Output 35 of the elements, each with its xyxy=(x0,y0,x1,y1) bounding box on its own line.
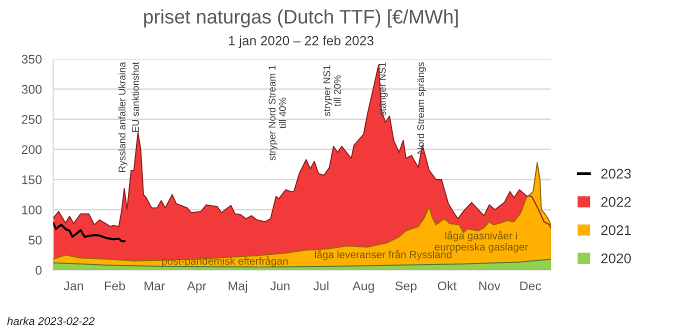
line-series xyxy=(53,222,126,242)
legend-label: 2022 xyxy=(601,197,631,207)
legend-label: 2021 xyxy=(601,225,631,236)
legend-label: 2020 xyxy=(601,253,631,264)
x-tick-label: Nov xyxy=(479,282,500,290)
chart-subtitle: 1 jan 2020 – 22 feb 2023 xyxy=(229,36,374,48)
y-tick-label: 150 xyxy=(22,175,42,184)
annotation: Nord Stream sprängs xyxy=(416,62,426,154)
y-tick-label: 300 xyxy=(22,84,42,94)
x-tick-label: Okt xyxy=(438,281,457,290)
y-tick-label: 200 xyxy=(22,145,42,154)
x-tick-label: Dec xyxy=(520,282,542,290)
y-tick-label: 50 xyxy=(28,236,42,245)
x-tick-label: Apr xyxy=(187,282,206,293)
legend-label: 2023 xyxy=(601,168,631,179)
y-tick-label: 250 xyxy=(22,115,42,124)
x-tick-label: Aug xyxy=(352,282,374,293)
x-tick-label: Maj xyxy=(228,281,248,293)
y-tick-label: 0 xyxy=(36,266,42,275)
chart-title: priset naturgas (Dutch TTF) [€/MWh] xyxy=(144,9,458,28)
annotation: post-pandemisk efterfrågan xyxy=(162,256,288,267)
annotation: Ryssland anfaller Ukraina xyxy=(118,62,128,172)
x-tick-label: Mar xyxy=(144,282,165,290)
annotation: stryper Nord Stream 1 till 40% xyxy=(268,66,286,160)
x-tick-label: Sep xyxy=(395,281,417,293)
annotation: stryper NS1 till 20% xyxy=(323,66,341,116)
annotation: EU sanktionshot xyxy=(132,62,139,132)
y-tick-label: 350 xyxy=(22,54,42,64)
x-tick-label: Jan xyxy=(64,282,83,290)
x-tick-label: Jul xyxy=(313,281,328,290)
annotation: stänger NS1 xyxy=(378,62,388,116)
y-tick-label: 100 xyxy=(22,206,42,214)
x-tick-label: Jun xyxy=(270,282,290,290)
x-tick-label: Feb xyxy=(104,281,125,290)
text: harka 2023-02-22 xyxy=(7,316,95,326)
